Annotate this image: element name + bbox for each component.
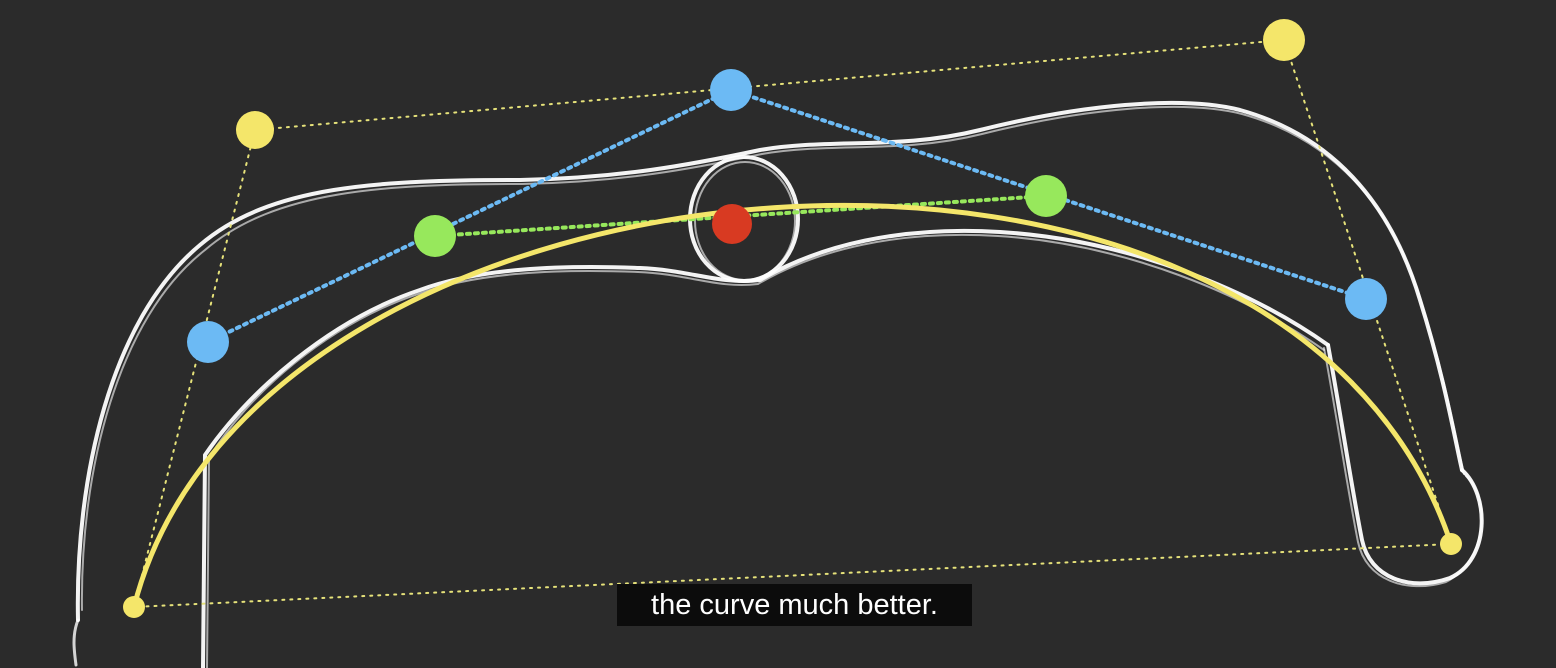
anchor-point-end [1440,533,1462,555]
sketch-inner-arch [201,228,1330,668]
control-line-p3-p0 [133,543,1452,608]
points [123,19,1462,618]
sketch-highlight-circle-pass [694,161,796,281]
level2-point-left [414,215,456,257]
sketch-left-stub [72,618,80,667]
subtitle-caption: the curve much better. [617,584,972,626]
control-line-p0-p1 [133,129,256,608]
control-polygon [133,39,1452,608]
control-point-2 [1263,19,1305,61]
control-point-1 [236,111,274,149]
curve-point [712,204,752,244]
sketch-outline [72,100,1484,668]
level2-point-right [1025,175,1067,217]
level1-point-middle [710,69,752,111]
sketch-right-hook-pass [1323,347,1483,588]
sketch-outer-arch [75,100,1464,622]
level1-line-a [206,88,733,344]
anchor-point-start [123,596,145,618]
sketch-inner-arch-pass [206,233,1325,668]
bezier-curve [131,202,1454,610]
level1-point-left [187,321,229,363]
sketch-outer-arch-pass [80,105,1465,611]
control-line-p1-p2 [254,39,1285,131]
level1-point-right [1345,278,1387,320]
